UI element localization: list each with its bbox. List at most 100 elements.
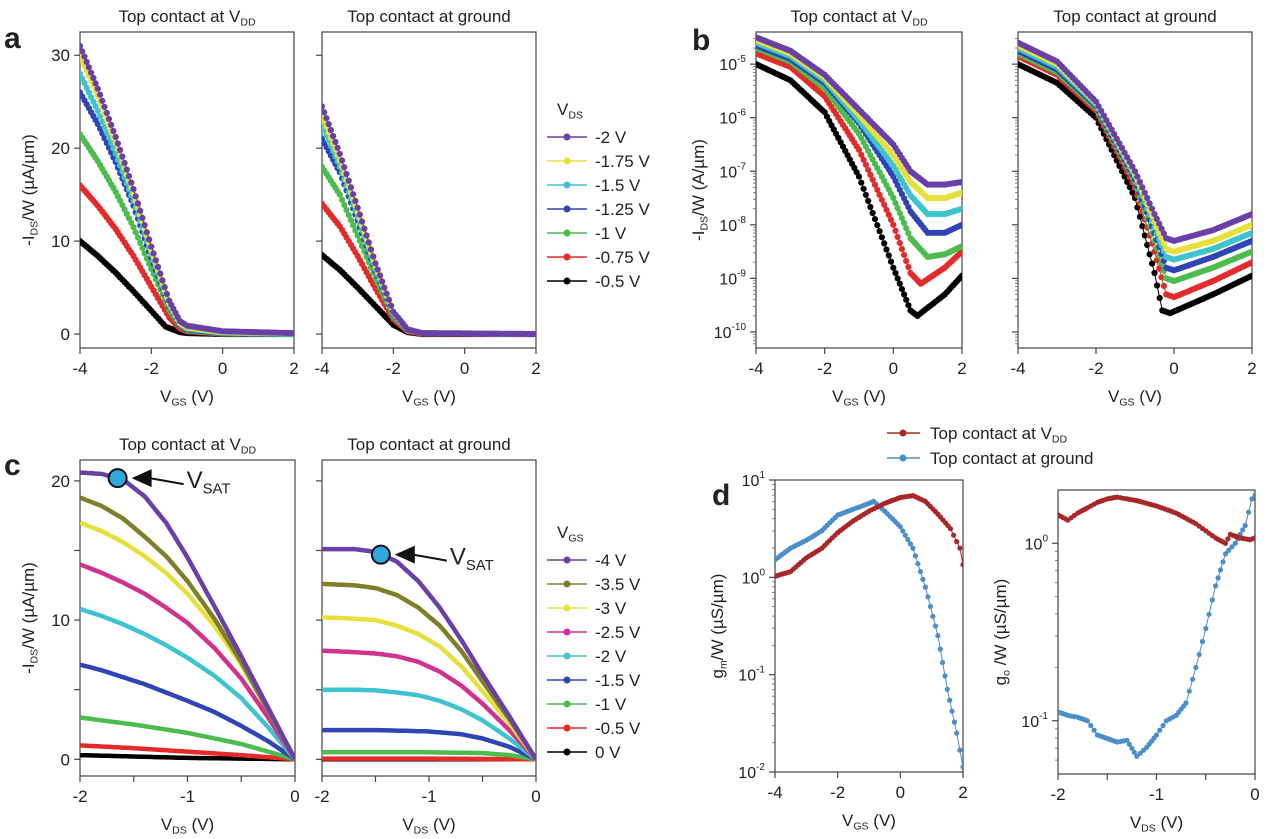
data-point (905, 230, 912, 237)
data-point (1248, 248, 1252, 255)
chart-c-left: -2 -1 0 0 10 20 Top contact at VDD VDS (V) -IDS/… (19, 435, 300, 837)
vsat-arrowhead (131, 469, 152, 488)
series-line (322, 750, 536, 762)
data-point (876, 228, 883, 235)
y-tick-label: 10 (51, 232, 70, 251)
data-point (862, 161, 870, 168)
chart-b-left: -4 -2 0 2 10-10 10-9 10-8 10-7 10-6 10-5 Top conta… (689, 7, 967, 409)
data-point (94, 107, 101, 115)
y-tick-label: 10-10 (714, 322, 747, 342)
data-point (901, 251, 908, 258)
data-point (887, 258, 895, 265)
legend-marker (563, 157, 571, 165)
chart-title: Top contact at VDD (118, 7, 256, 29)
data-point (892, 269, 899, 277)
x-tick-label: 2 (1247, 359, 1256, 378)
y-tick-label: 10-5 (719, 54, 746, 74)
x-tick-label: 0 (1169, 359, 1178, 378)
legend-marker (563, 724, 571, 732)
legend-item: -0.75 V (547, 248, 650, 267)
data-point (951, 532, 957, 538)
data-point (350, 222, 357, 229)
data-point (890, 194, 897, 202)
data-point (132, 229, 139, 236)
x-tick-label: -4 (1010, 359, 1025, 378)
data-point (860, 156, 867, 163)
series-group (775, 493, 963, 770)
data-point (325, 121, 332, 128)
y-tick-label: 10-7 (719, 161, 746, 181)
data-point (341, 201, 348, 208)
data-point (1124, 178, 1131, 186)
data-point (290, 330, 294, 337)
data-point (951, 719, 958, 725)
data-point (339, 157, 346, 164)
legend-marker (563, 556, 571, 564)
data-point (1248, 211, 1252, 218)
data-point (1131, 749, 1137, 755)
y-tick-label: 10-1 (738, 665, 765, 685)
data-point (885, 211, 892, 218)
series-line (80, 185, 294, 335)
x-axis-label: VGS (V) (842, 811, 896, 833)
vsat-arrow-line (149, 477, 184, 486)
x-tick-label: 2 (957, 359, 966, 378)
data-point (858, 151, 865, 158)
data-point (88, 94, 95, 101)
data-point (1157, 727, 1163, 733)
data-point (958, 189, 962, 196)
data-point (1139, 184, 1146, 191)
data-point (83, 58, 90, 66)
data-point (1220, 559, 1226, 565)
chart-title: Top contact at VDD (119, 435, 257, 457)
data-point (125, 173, 133, 180)
data-point (1232, 540, 1238, 546)
data-point (1186, 688, 1192, 694)
data-point (157, 270, 164, 277)
data-point (1246, 509, 1252, 515)
data-point (1126, 158, 1133, 166)
legend-label: -1.5 V (595, 671, 641, 690)
data-point (1183, 700, 1189, 706)
series-line (756, 52, 962, 285)
legend-label: -1.75 V (595, 152, 650, 171)
plot-frame (321, 31, 537, 349)
data-point (85, 64, 92, 71)
data-point (1252, 535, 1255, 541)
data-point (937, 646, 943, 652)
data-point (1249, 496, 1255, 502)
data-point (960, 562, 963, 568)
legend-marker (563, 676, 571, 684)
series-line (80, 752, 295, 762)
chart-d-left: -4 -2 0 2 10-2 10-1 100 101 VGS (V) gm/W (µS/µm) (708, 470, 968, 833)
data-point (903, 225, 910, 232)
legend-label: Top contact at ground (930, 449, 1094, 468)
data-point (1225, 536, 1231, 542)
series-line (80, 133, 294, 335)
data-point (327, 127, 334, 134)
data-point (356, 211, 363, 218)
data-point (385, 296, 392, 303)
x-tick-label: 0 (290, 787, 299, 806)
data-point (370, 253, 377, 260)
x-tick-label: -1 (421, 787, 436, 806)
data-point (345, 177, 352, 184)
chart-title: Top contact at ground (347, 7, 511, 26)
series-line (322, 687, 536, 762)
data-point (1144, 241, 1151, 248)
data-point (1095, 103, 1102, 110)
y-tick-label: 10-1 (1021, 711, 1048, 731)
data-point (83, 84, 90, 91)
data-point (881, 201, 888, 208)
data-point (1206, 611, 1212, 617)
x-tick-label: 0 (218, 359, 227, 378)
data-point (898, 245, 906, 252)
series-group (80, 470, 295, 762)
data-point (920, 576, 926, 582)
data-point (139, 214, 146, 221)
data-point (1248, 221, 1252, 228)
data-point (1160, 230, 1167, 237)
data-point (897, 524, 903, 530)
data-point (97, 91, 104, 98)
data-point (1136, 213, 1143, 220)
